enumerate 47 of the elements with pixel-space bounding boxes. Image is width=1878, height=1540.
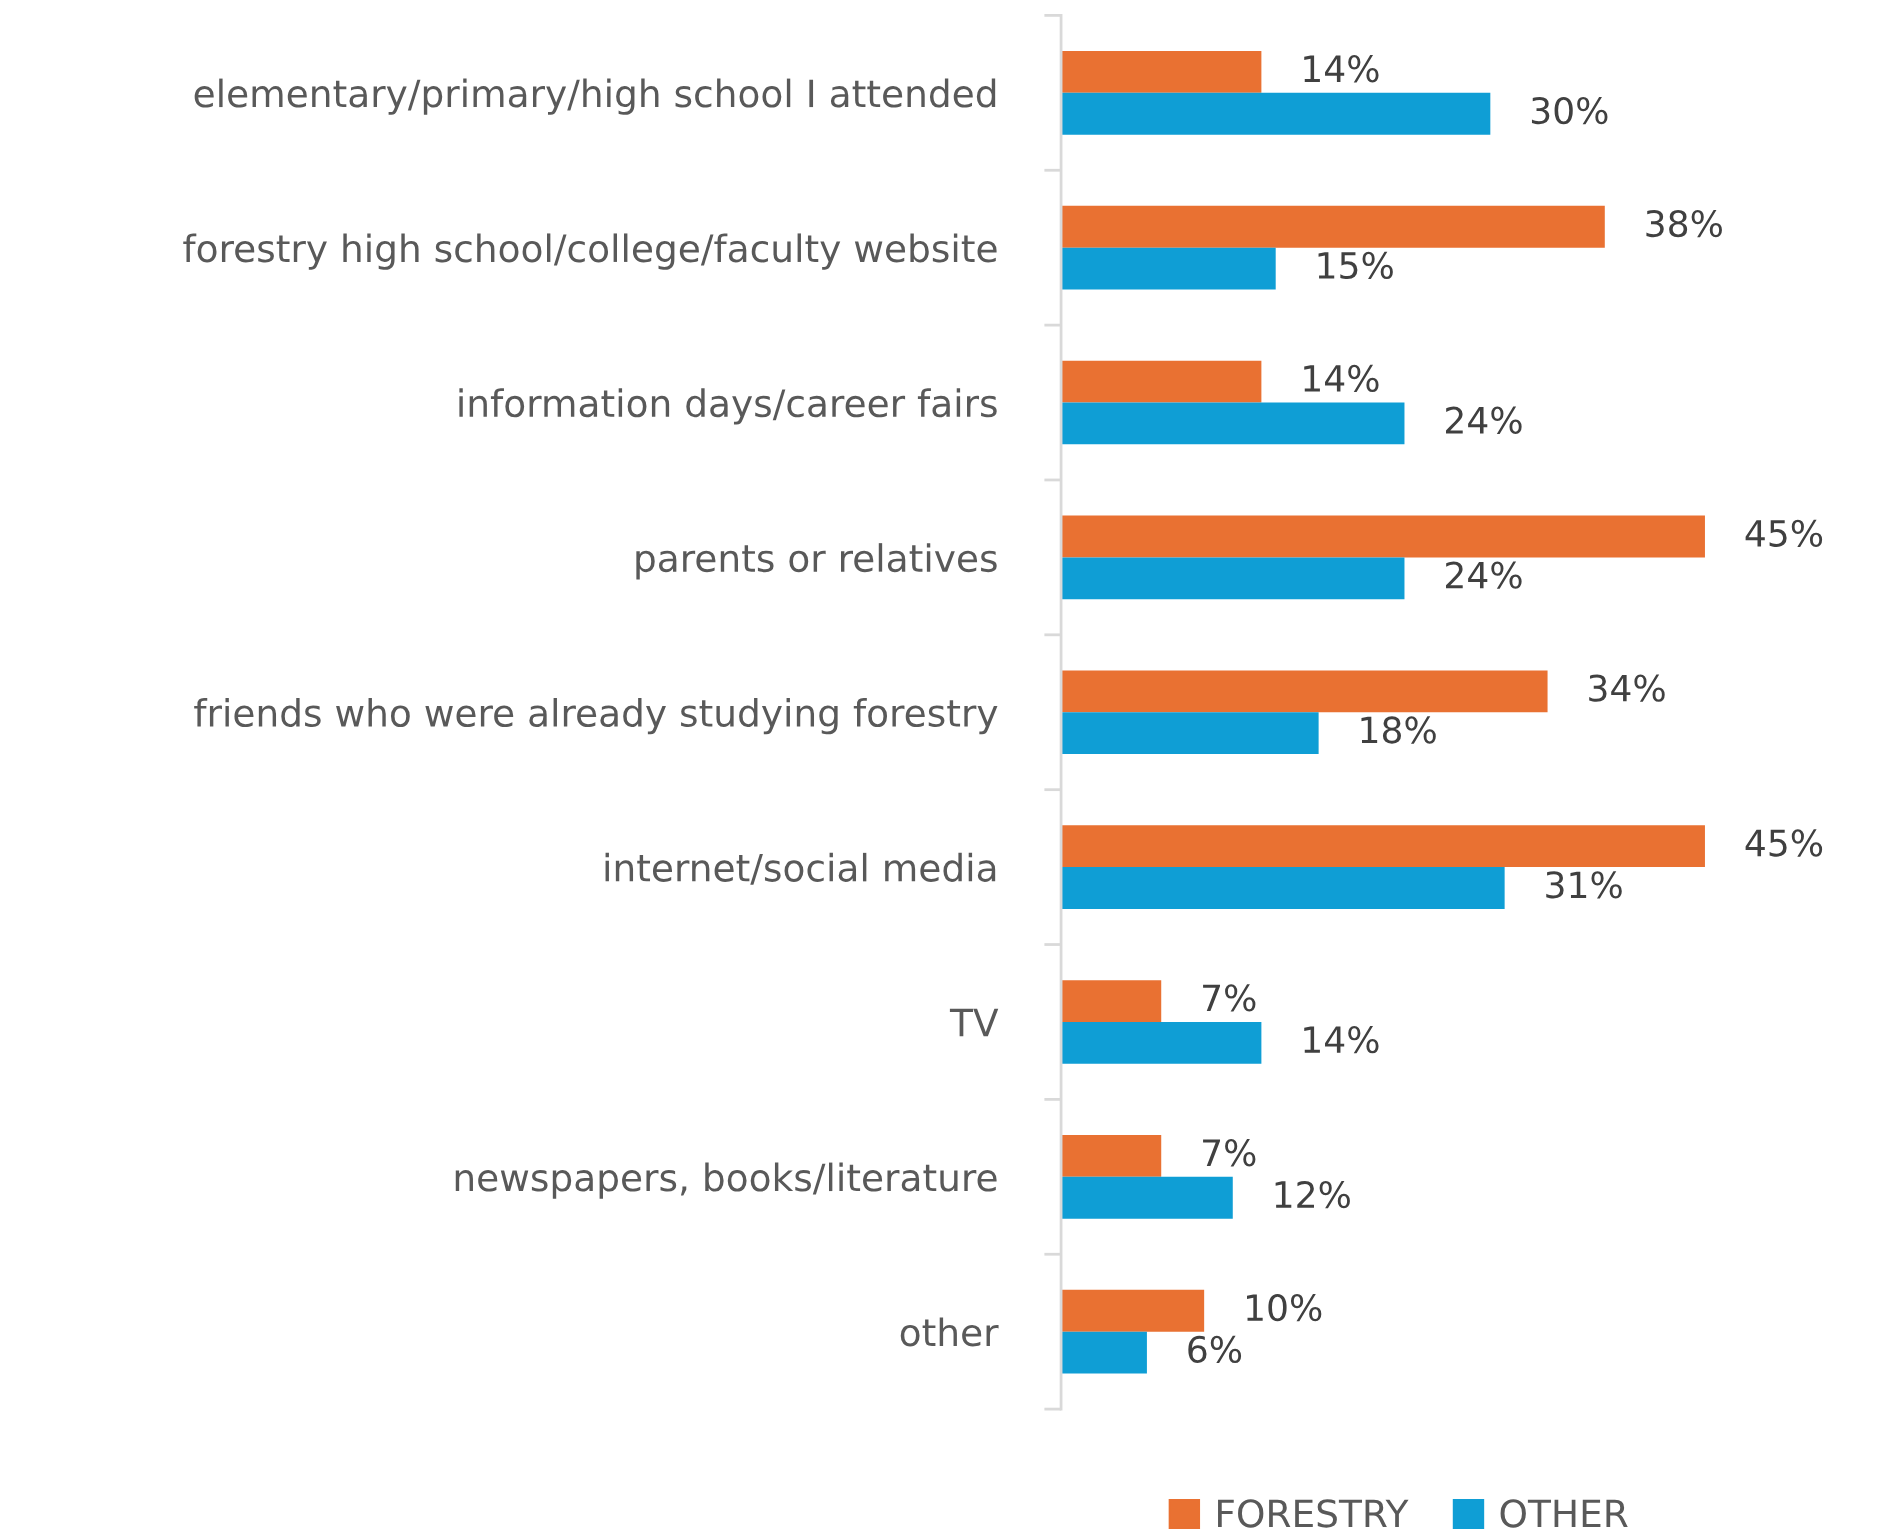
y-tick-label: friends who were already studying forestry: [194, 698, 998, 735]
bar: [1061, 205, 1605, 248]
data-label: 31%: [1546, 871, 1622, 899]
y-tick-label: other: [900, 1317, 999, 1347]
bar: [1061, 515, 1705, 558]
bar: [1061, 51, 1262, 93]
bar: [1061, 712, 1319, 755]
y-tick-label: information days/career fairs: [459, 388, 997, 425]
data-label: 38%: [1646, 209, 1722, 238]
data-label: 14%: [1304, 364, 1379, 393]
data-label: 6%: [1188, 1335, 1242, 1364]
data-label: 45%: [1745, 829, 1823, 857]
data-label: 14%: [1304, 55, 1379, 83]
data-label: 24%: [1446, 561, 1522, 589]
data-label: 45%: [1745, 519, 1823, 547]
data-label: 14%: [1304, 1026, 1379, 1054]
data-label: 34%: [1589, 674, 1665, 702]
bar: [1061, 1176, 1233, 1219]
data-label: 7%: [1203, 984, 1256, 1012]
bar: [1061, 670, 1548, 713]
y-tick-label: parents or relatives: [636, 543, 997, 580]
bar: [1061, 92, 1491, 135]
bar: [1061, 402, 1405, 445]
data-label: 7%: [1203, 1139, 1256, 1167]
data-label: 24%: [1446, 406, 1522, 434]
bar: [1061, 1021, 1262, 1064]
y-tick-label: TV: [949, 1008, 999, 1037]
bar: [1061, 1135, 1162, 1177]
bar: [1061, 557, 1405, 600]
y-tick-label: forestry high school/college/faculty website: [183, 233, 997, 270]
bar: [1061, 247, 1276, 290]
data-label: 18%: [1361, 716, 1436, 744]
y-tick-label: internet/social media: [605, 852, 996, 885]
bar: [1061, 1331, 1147, 1374]
y-tick-label: elementary/primary/high school I attended: [194, 78, 996, 115]
y-tick-label: newspapers, books/literature: [455, 1162, 997, 1199]
data-label: 15%: [1318, 251, 1393, 280]
legend-label: OTHER: [1500, 1499, 1628, 1528]
bar: [1061, 825, 1705, 868]
legend-label: FORESTRY: [1218, 1499, 1409, 1528]
data-label: 10%: [1247, 1293, 1322, 1322]
bar: [1061, 360, 1262, 403]
data-label: 12%: [1275, 1180, 1350, 1209]
bar: [1061, 1289, 1205, 1332]
data-label: 30%: [1531, 96, 1608, 125]
bar: [1061, 867, 1505, 909]
bar: [1061, 980, 1162, 1022]
